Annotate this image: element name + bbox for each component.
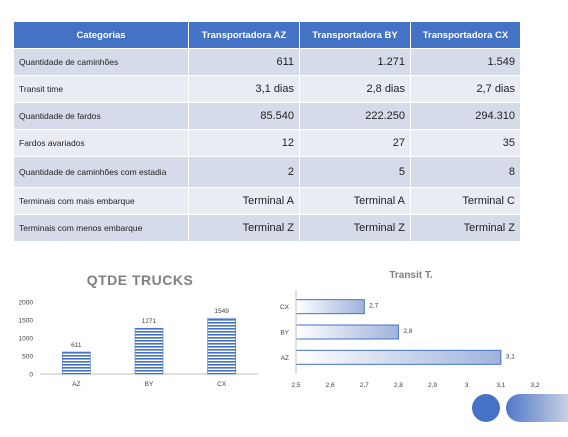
table-row: Quantidade de fardos 85.540 222.250 294.… xyxy=(13,102,521,130)
row-label: Transit time xyxy=(13,75,189,103)
table-row: Fardos avariados 12 27 35 xyxy=(13,129,521,157)
y-tick-label: 1500 xyxy=(19,318,34,325)
y-tick-label: CX xyxy=(280,304,290,311)
cell-by: 1.271 xyxy=(299,48,411,76)
data-label: 2,8 xyxy=(403,328,412,335)
chart-title: QTDE TRUCKS xyxy=(87,272,194,288)
cell-by: Terminal Z xyxy=(299,214,411,242)
y-tick-label: 2000 xyxy=(19,300,34,307)
table-row: Transit time 3,1 dias 2,8 dias 2,7 dias xyxy=(13,75,521,103)
x-tick-label: AZ xyxy=(72,381,80,388)
circle-decoration xyxy=(472,394,500,422)
table-row: Terminais com mais embarque Terminal A T… xyxy=(13,187,521,215)
bar xyxy=(134,327,164,375)
data-label: 2,7 xyxy=(369,303,378,310)
x-tick-label: 3,1 xyxy=(496,382,505,389)
header-transportadora-az: Transportadora AZ xyxy=(188,21,300,49)
y-tick-label: BY xyxy=(280,330,289,337)
trucks-chart-svg: QTDE TRUCKS 0 500 1000 1500 2000 611 AZ 1271 BY 1… xyxy=(19,272,258,388)
pill-decoration xyxy=(506,394,568,422)
cell-cx: Terminal C xyxy=(410,187,521,215)
header-transportadora-cx: Transportadora CX xyxy=(410,21,521,49)
chart-title: Transit T. xyxy=(389,270,433,281)
transit-chart-svg: Transit T. 2,5 2,6 2,7 2,8 2,9 3 3,1 3,2 2,7 CX 2,… xyxy=(280,270,540,389)
table-header-row: Categorias Transportadora AZ Transportad… xyxy=(13,21,521,49)
cell-by: 2,8 dias xyxy=(299,75,411,103)
transit-time-bar-chart: Transit T. 2,5 2,6 2,7 2,8 2,9 3 3,1 3,2 2,7 CX 2,… xyxy=(270,262,568,402)
comparison-table: Categorias Transportadora AZ Transportad… xyxy=(13,21,521,242)
row-label: Quantidade de fardos xyxy=(13,102,189,130)
table-row: Quantidade de caminhões 611 1.271 1.549 xyxy=(13,48,521,76)
cell-cx: Terminal Z xyxy=(410,214,521,242)
row-label: Quantidade de caminhões xyxy=(13,48,189,76)
cell-cx: 2,7 dias xyxy=(410,75,521,103)
data-label: 1271 xyxy=(142,318,157,325)
x-tick-label: 3 xyxy=(465,382,469,389)
bar xyxy=(295,299,365,315)
bar xyxy=(62,351,91,375)
x-tick-label: 2,7 xyxy=(360,382,369,389)
bar xyxy=(295,324,399,340)
table-row: Quantidade de caminhões com estadia 2 5 … xyxy=(13,156,521,188)
y-tick-label: 0 xyxy=(29,372,33,379)
y-tick-label: 1000 xyxy=(19,336,34,343)
row-label: Quantidade de caminhões com estadia xyxy=(13,156,189,188)
y-tick-label: 500 xyxy=(22,354,33,361)
cell-az: 3,1 dias xyxy=(188,75,300,103)
x-tick-label: 2,6 xyxy=(326,382,335,389)
x-tick-label: BY xyxy=(145,381,154,388)
decorative-pills xyxy=(472,394,568,422)
row-label: Fardos avariados xyxy=(13,129,189,157)
x-tick-label: CX xyxy=(217,381,227,388)
cell-cx: 1.549 xyxy=(410,48,521,76)
cell-az: 2 xyxy=(188,156,300,188)
header-transportadora-by: Transportadora BY xyxy=(299,21,411,49)
row-label: Terminais com mais embarque xyxy=(13,187,189,215)
header-categorias: Categorias xyxy=(13,21,189,49)
bar xyxy=(295,349,502,365)
x-tick-label: 3,2 xyxy=(530,382,539,389)
cell-cx: 8 xyxy=(410,156,521,188)
cell-by: 5 xyxy=(299,156,411,188)
cell-az: Terminal Z xyxy=(188,214,300,242)
cell-by: 27 xyxy=(299,129,411,157)
cell-cx: 35 xyxy=(410,129,521,157)
cell-az: 12 xyxy=(188,129,300,157)
x-tick-label: 2,9 xyxy=(428,382,437,389)
data-label: 1549 xyxy=(214,308,229,315)
x-tick-label: 2,5 xyxy=(291,382,300,389)
cell-by: 222.250 xyxy=(299,102,411,130)
data-label: 611 xyxy=(71,342,82,349)
table-row: Terminais com menos embarque Terminal Z … xyxy=(13,214,521,242)
x-tick-label: 2,8 xyxy=(394,382,403,389)
cell-az: Terminal A xyxy=(188,187,300,215)
bar xyxy=(207,317,236,375)
cell-az: 611 xyxy=(188,48,300,76)
row-label: Terminais com menos embarque xyxy=(13,214,189,242)
trucks-bar-chart: QTDE TRUCKS 0 500 1000 1500 2000 611 AZ 1271 BY 1… xyxy=(0,262,262,402)
cell-by: Terminal A xyxy=(299,187,411,215)
cell-cx: 294.310 xyxy=(410,102,521,130)
cell-az: 85.540 xyxy=(188,102,300,130)
y-tick-label: AZ xyxy=(281,355,289,362)
data-label: 3,1 xyxy=(506,353,515,360)
